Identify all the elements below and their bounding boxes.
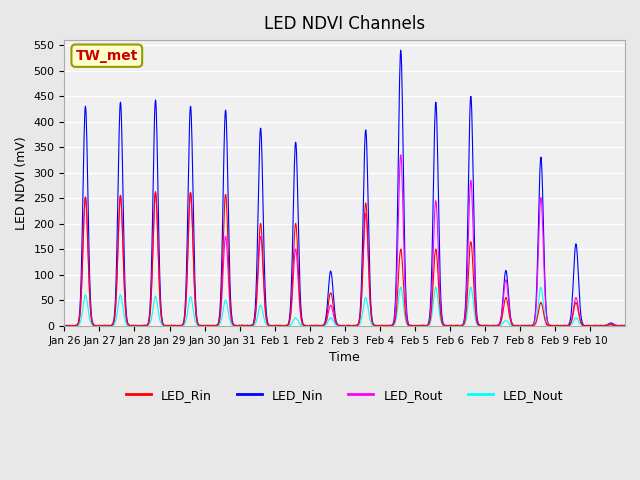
LED_Nin (314, 323, 322, 328)
LED_Nin (586, 323, 593, 329)
LED_Rout (61, 323, 68, 328)
LED_Nout (621, 323, 629, 328)
LED_Nout (71, 323, 79, 328)
LED_Rout (161, 323, 168, 328)
LED_Rin (152, 189, 159, 194)
LED_Rout (586, 323, 593, 328)
LED_Rout (621, 323, 629, 328)
LED_Nout (524, 323, 532, 329)
LED_Rin (586, 323, 593, 329)
LED_Rout (595, 323, 603, 329)
LED_Nout (348, 323, 355, 328)
Y-axis label: LED NDVI (mV): LED NDVI (mV) (15, 136, 28, 230)
Line: LED_Rin: LED_Rin (65, 192, 625, 326)
LED_Rout (348, 323, 355, 329)
LED_Rin (71, 323, 79, 328)
LED_Nout (61, 323, 68, 329)
Text: TW_met: TW_met (76, 48, 138, 63)
LED_Nout (314, 323, 322, 328)
LED_Nin (61, 323, 68, 329)
LED_Nin (621, 323, 629, 328)
LED_Rout (397, 152, 404, 158)
Title: LED NDVI Channels: LED NDVI Channels (264, 15, 425, 33)
LED_Rin (621, 323, 629, 329)
LED_Rin (61, 323, 68, 329)
LED_Nout (537, 284, 545, 290)
LED_Nout (586, 323, 593, 328)
LED_Rin (348, 323, 355, 329)
LED_Rin (517, 323, 525, 329)
LED_Rout (447, 323, 455, 328)
LED_Rin (447, 323, 455, 329)
LED_Rin (161, 323, 169, 329)
LED_Nout (447, 323, 454, 329)
LED_Rout (314, 323, 322, 329)
LED_Nin (348, 323, 356, 329)
LED_Nin (161, 323, 168, 328)
LED_Nin (348, 323, 355, 329)
Legend: LED_Rin, LED_Nin, LED_Rout, LED_Nout: LED_Rin, LED_Nin, LED_Rout, LED_Nout (121, 384, 568, 407)
LED_Nin (447, 323, 455, 328)
LED_Nout (161, 323, 168, 328)
Line: LED_Nout: LED_Nout (65, 287, 625, 326)
LED_Nin (397, 48, 404, 53)
LED_Nin (71, 323, 79, 328)
LED_Rout (71, 323, 79, 328)
Line: LED_Rout: LED_Rout (65, 155, 625, 326)
X-axis label: Time: Time (330, 351, 360, 364)
Line: LED_Nin: LED_Nin (65, 50, 625, 326)
LED_Rin (314, 323, 322, 328)
